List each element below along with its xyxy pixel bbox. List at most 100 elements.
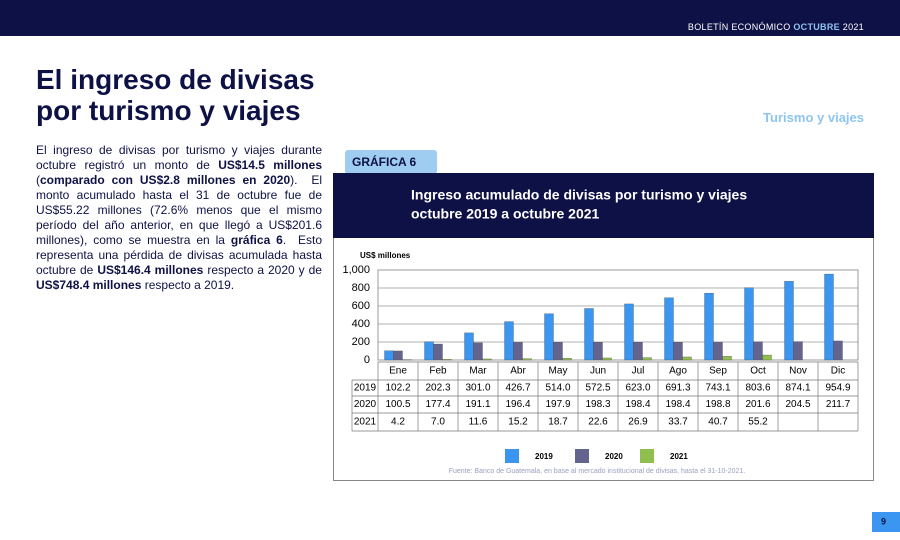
table-row-label: 2020 xyxy=(354,399,377,410)
table-cell: 177.4 xyxy=(425,399,450,410)
table-cell: 102.2 xyxy=(385,383,410,394)
table-row-label: 2021 xyxy=(354,417,377,428)
body-run: comparado con US$2.8 millones en 2020 xyxy=(40,173,291,187)
table-cell: 196.4 xyxy=(505,399,530,410)
table-cell: 426.7 xyxy=(505,383,530,394)
page-title: El ingreso de divisas por turismo y viaje… xyxy=(36,64,315,126)
table-cell: 18.7 xyxy=(548,417,568,428)
x-tick-label: Ene xyxy=(389,366,407,377)
body-run: US$748.4 millones xyxy=(36,278,142,292)
table-cell: 874.1 xyxy=(785,383,810,394)
body-run: respecto a 2019. xyxy=(141,278,235,292)
bar xyxy=(504,321,514,361)
page-number-box xyxy=(872,512,900,532)
bar xyxy=(584,308,594,361)
figure-tab xyxy=(345,150,437,174)
table-cell: 954.9 xyxy=(825,383,850,394)
bar xyxy=(522,358,532,361)
title-line: por turismo y viajes xyxy=(36,95,301,126)
table-cell: 301.0 xyxy=(465,383,490,394)
x-tick-label: Nov xyxy=(789,366,807,377)
table-cell: 743.1 xyxy=(705,383,730,394)
table-cell: 204.5 xyxy=(785,399,810,410)
table-cell: 201.6 xyxy=(745,399,770,410)
legend-swatch xyxy=(575,449,589,463)
table-cell: 40.7 xyxy=(708,417,728,428)
table-cell: 198.4 xyxy=(625,399,650,410)
table-cell: 22.6 xyxy=(588,417,608,428)
table-cell: 33.7 xyxy=(668,417,688,428)
body-run: El ingreso de divisas por turismo y viaj… xyxy=(36,143,326,172)
x-tick-label: Ago xyxy=(669,366,687,377)
table-cell: 198.8 xyxy=(705,399,730,410)
legend-swatch xyxy=(505,449,519,463)
y-tick-label: 1,000 xyxy=(342,264,370,276)
body-run: . Esto representa una pérdida de divisas… xyxy=(36,233,326,277)
table-cell: 623.0 xyxy=(625,383,650,394)
table-cell: 572.5 xyxy=(585,383,610,394)
bar xyxy=(673,341,683,361)
bulletin-month: OCTUBRE xyxy=(793,22,840,32)
bar xyxy=(633,341,643,361)
bar xyxy=(762,354,772,361)
header-bar: BOLETÍN ECONÓMICO OCTUBRE 2021 xyxy=(0,0,900,36)
table-cell: 15.2 xyxy=(508,417,528,428)
table-cell: 202.3 xyxy=(425,383,450,394)
table-cell: 4.2 xyxy=(391,417,405,428)
body-text: El ingreso de divisas por turismo y viaj… xyxy=(36,143,322,293)
table-cell: 198.3 xyxy=(585,399,610,410)
bar xyxy=(642,357,652,361)
table-cell: 211.7 xyxy=(826,399,851,410)
bar xyxy=(384,350,394,361)
section-name: Turismo y viajes xyxy=(763,110,864,125)
chart-subtitle: octubre 2019 a octubre 2021 xyxy=(411,206,600,222)
bulletin-name: BOLETÍN ECONÓMICO xyxy=(687,22,791,32)
x-tick-label: Jun xyxy=(590,366,606,377)
body-run: gráfica 6 xyxy=(230,233,283,247)
table-cell: 100.5 xyxy=(385,399,410,410)
bar xyxy=(424,341,434,361)
bar xyxy=(442,359,452,361)
table-cell: 7.0 xyxy=(431,417,445,428)
bar xyxy=(593,342,603,361)
bar xyxy=(704,292,714,361)
chart-header xyxy=(333,173,874,238)
bulletin-year: 2021 xyxy=(842,22,864,32)
title-line: El ingreso de divisas xyxy=(36,64,315,95)
table-row-label: 2019 xyxy=(354,383,377,394)
figure-label: GRÁFICA 6 xyxy=(352,154,417,169)
bar xyxy=(624,303,634,361)
bar xyxy=(464,332,474,361)
x-tick-label: May xyxy=(549,366,568,377)
bar xyxy=(753,341,763,361)
y-tick-label: 400 xyxy=(352,318,370,330)
x-tick-label: Oct xyxy=(750,366,766,377)
table-cell: 26.9 xyxy=(628,417,648,428)
bar xyxy=(682,356,692,361)
y-tick-label: 200 xyxy=(352,336,370,348)
bar xyxy=(784,281,794,361)
chart-title: Ingreso acumulado de divisas por turismo… xyxy=(411,187,747,203)
y-axis-label: US$ millones xyxy=(360,251,411,260)
body-run: US$14.5 millones xyxy=(218,158,322,172)
x-tick-label: Mar xyxy=(469,366,487,377)
bar xyxy=(664,297,674,361)
page-number: 9 xyxy=(881,516,886,526)
header-text: BOLETÍN ECONÓMICO OCTUBRE 2021 xyxy=(688,22,864,32)
source-note: Fuente: Banco de Guatemala, en base al m… xyxy=(449,468,746,475)
legend-swatch xyxy=(640,449,654,463)
body-run: US$146.4 millones xyxy=(97,263,204,277)
bar xyxy=(562,358,572,361)
bar xyxy=(602,357,612,361)
table-cell: 191.1 xyxy=(465,399,490,410)
table-cell: 514.0 xyxy=(545,383,570,394)
x-tick-label: Sep xyxy=(709,366,727,377)
y-tick-label: 0 xyxy=(364,354,370,366)
bar xyxy=(713,341,723,361)
table-cell: 197.9 xyxy=(545,399,570,410)
table-cell: 55.2 xyxy=(748,417,768,428)
bar xyxy=(513,342,523,361)
x-tick-label: Feb xyxy=(429,366,447,377)
